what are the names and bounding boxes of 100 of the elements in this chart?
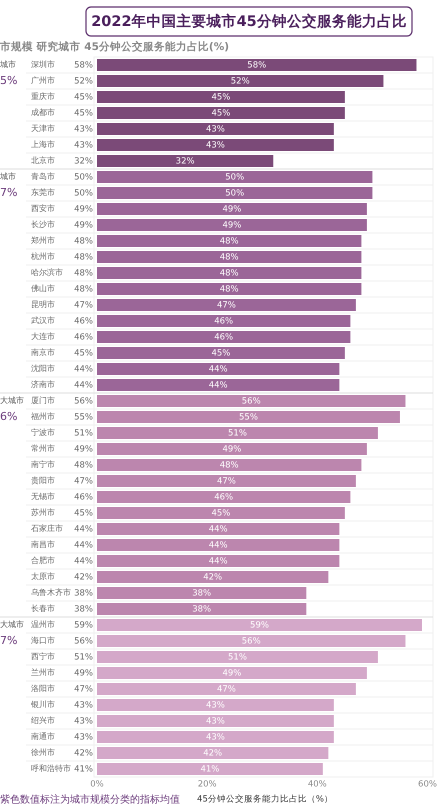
- data-label: 45%: [74, 508, 93, 518]
- text: 49%: [222, 204, 242, 214]
- y-tick-label: 郑州市: [31, 236, 55, 246]
- data-label: 55%: [74, 412, 93, 422]
- text: 48%: [220, 236, 239, 246]
- y-tick-label: 长沙市: [31, 220, 55, 230]
- y-tick-label: 广州市: [31, 76, 55, 86]
- bar: [97, 475, 356, 487]
- y-tick-label: 福州市: [31, 412, 55, 422]
- data-label: 49%: [74, 220, 93, 230]
- data-label: 44%: [74, 524, 93, 534]
- bar: [97, 459, 362, 471]
- text: 49%: [222, 444, 242, 454]
- y-tick-label: 昆明市: [31, 300, 55, 310]
- text: 45%: [211, 508, 230, 518]
- text: 48%: [220, 460, 239, 470]
- data-label: 38%: [74, 588, 93, 598]
- bar: [97, 299, 356, 311]
- text: 43%: [206, 140, 225, 150]
- data-label: 44%: [74, 540, 93, 550]
- text: 48%: [220, 252, 239, 262]
- data-label: 46%: [74, 492, 93, 502]
- data-label: 48%: [74, 268, 93, 278]
- text: 38%: [192, 588, 212, 598]
- y-tick-label: 南京市: [31, 348, 55, 358]
- text: 51%: [228, 428, 247, 438]
- y-tick-label: 大连市: [31, 332, 55, 342]
- data-label: 47%: [74, 684, 93, 694]
- text: 44%: [208, 524, 228, 534]
- data-label: 51%: [74, 428, 93, 438]
- bar: [97, 555, 340, 567]
- data-label: 41%: [74, 764, 93, 774]
- y-tick-label: 北京市: [31, 156, 55, 166]
- data-label: 42%: [74, 572, 93, 582]
- y-tick-label: 南昌市: [31, 540, 55, 550]
- bar: [97, 731, 334, 743]
- text: 47%: [216, 684, 236, 694]
- bar: [97, 747, 328, 759]
- bar: [97, 651, 378, 663]
- bar: [97, 507, 345, 519]
- bar: [97, 523, 340, 535]
- bar: [97, 171, 372, 183]
- y-tick-label: 深圳市: [31, 60, 55, 70]
- bar: [97, 283, 362, 295]
- text: 44%: [208, 556, 228, 566]
- y-tick-label: 银川市: [30, 700, 55, 710]
- bar: [97, 139, 334, 151]
- text: 52%: [230, 76, 250, 86]
- bar: [97, 571, 328, 583]
- bar: [97, 91, 345, 103]
- data-label: 49%: [74, 444, 93, 454]
- data-label: 58%: [74, 60, 93, 70]
- data-label: 50%: [74, 188, 93, 198]
- text: 41%: [200, 764, 220, 774]
- data-label: 42%: [74, 748, 93, 758]
- y-tick-label: 常州市: [31, 444, 55, 454]
- text: 47%: [216, 476, 236, 486]
- y-tick-label: 绍兴市: [31, 716, 55, 726]
- text: 43%: [206, 716, 225, 726]
- x-tick-label: 20%: [198, 779, 217, 790]
- bar: [97, 219, 367, 231]
- bar: [97, 683, 356, 695]
- bar: [97, 315, 350, 327]
- y-tick-label: 南通市: [31, 732, 55, 742]
- x-axis-title: 45分钟公交服务能力比占比（%）: [197, 793, 333, 804]
- bar: [97, 331, 350, 343]
- text: 47%: [216, 300, 236, 310]
- bar: [97, 395, 406, 407]
- y-tick-label: 兰州市: [31, 668, 55, 678]
- y-tick-label: 青岛市: [31, 172, 55, 182]
- text: 55%: [239, 412, 258, 422]
- bar: [97, 667, 367, 679]
- bar: [97, 363, 340, 375]
- text: 46%: [214, 492, 234, 502]
- y-tick-label: 西宁市: [31, 652, 55, 662]
- chart-subtitle: 市规模 研究城市 45分钟公交服务能力占比(%): [0, 40, 230, 53]
- text: 48%: [220, 284, 239, 294]
- bar: [97, 347, 345, 359]
- data-label: 32%: [74, 156, 93, 166]
- bar: [97, 123, 334, 135]
- y-tick-label: 太原市: [31, 572, 55, 582]
- data-label: 43%: [74, 124, 93, 134]
- bar: [97, 715, 334, 727]
- y-tick-label: 苏州市: [31, 508, 55, 518]
- data-label: 52%: [74, 76, 93, 86]
- text: 45%: [211, 348, 230, 358]
- y-tick-label: 石家庄市: [31, 524, 63, 534]
- bar: [97, 187, 372, 199]
- x-tick-label: 60%: [418, 779, 437, 790]
- text: 59%: [250, 620, 269, 630]
- y-tick-label: 东莞市: [31, 188, 55, 198]
- text: 49%: [222, 220, 242, 230]
- bar: [97, 427, 378, 439]
- text: 42%: [203, 748, 222, 758]
- data-label: 45%: [74, 348, 93, 358]
- y-tick-label: 上海市: [31, 140, 55, 150]
- y-tick-label: 沈阳市: [31, 364, 55, 374]
- bar: [97, 491, 350, 503]
- data-label: 44%: [74, 380, 93, 390]
- text: 49%: [222, 668, 242, 678]
